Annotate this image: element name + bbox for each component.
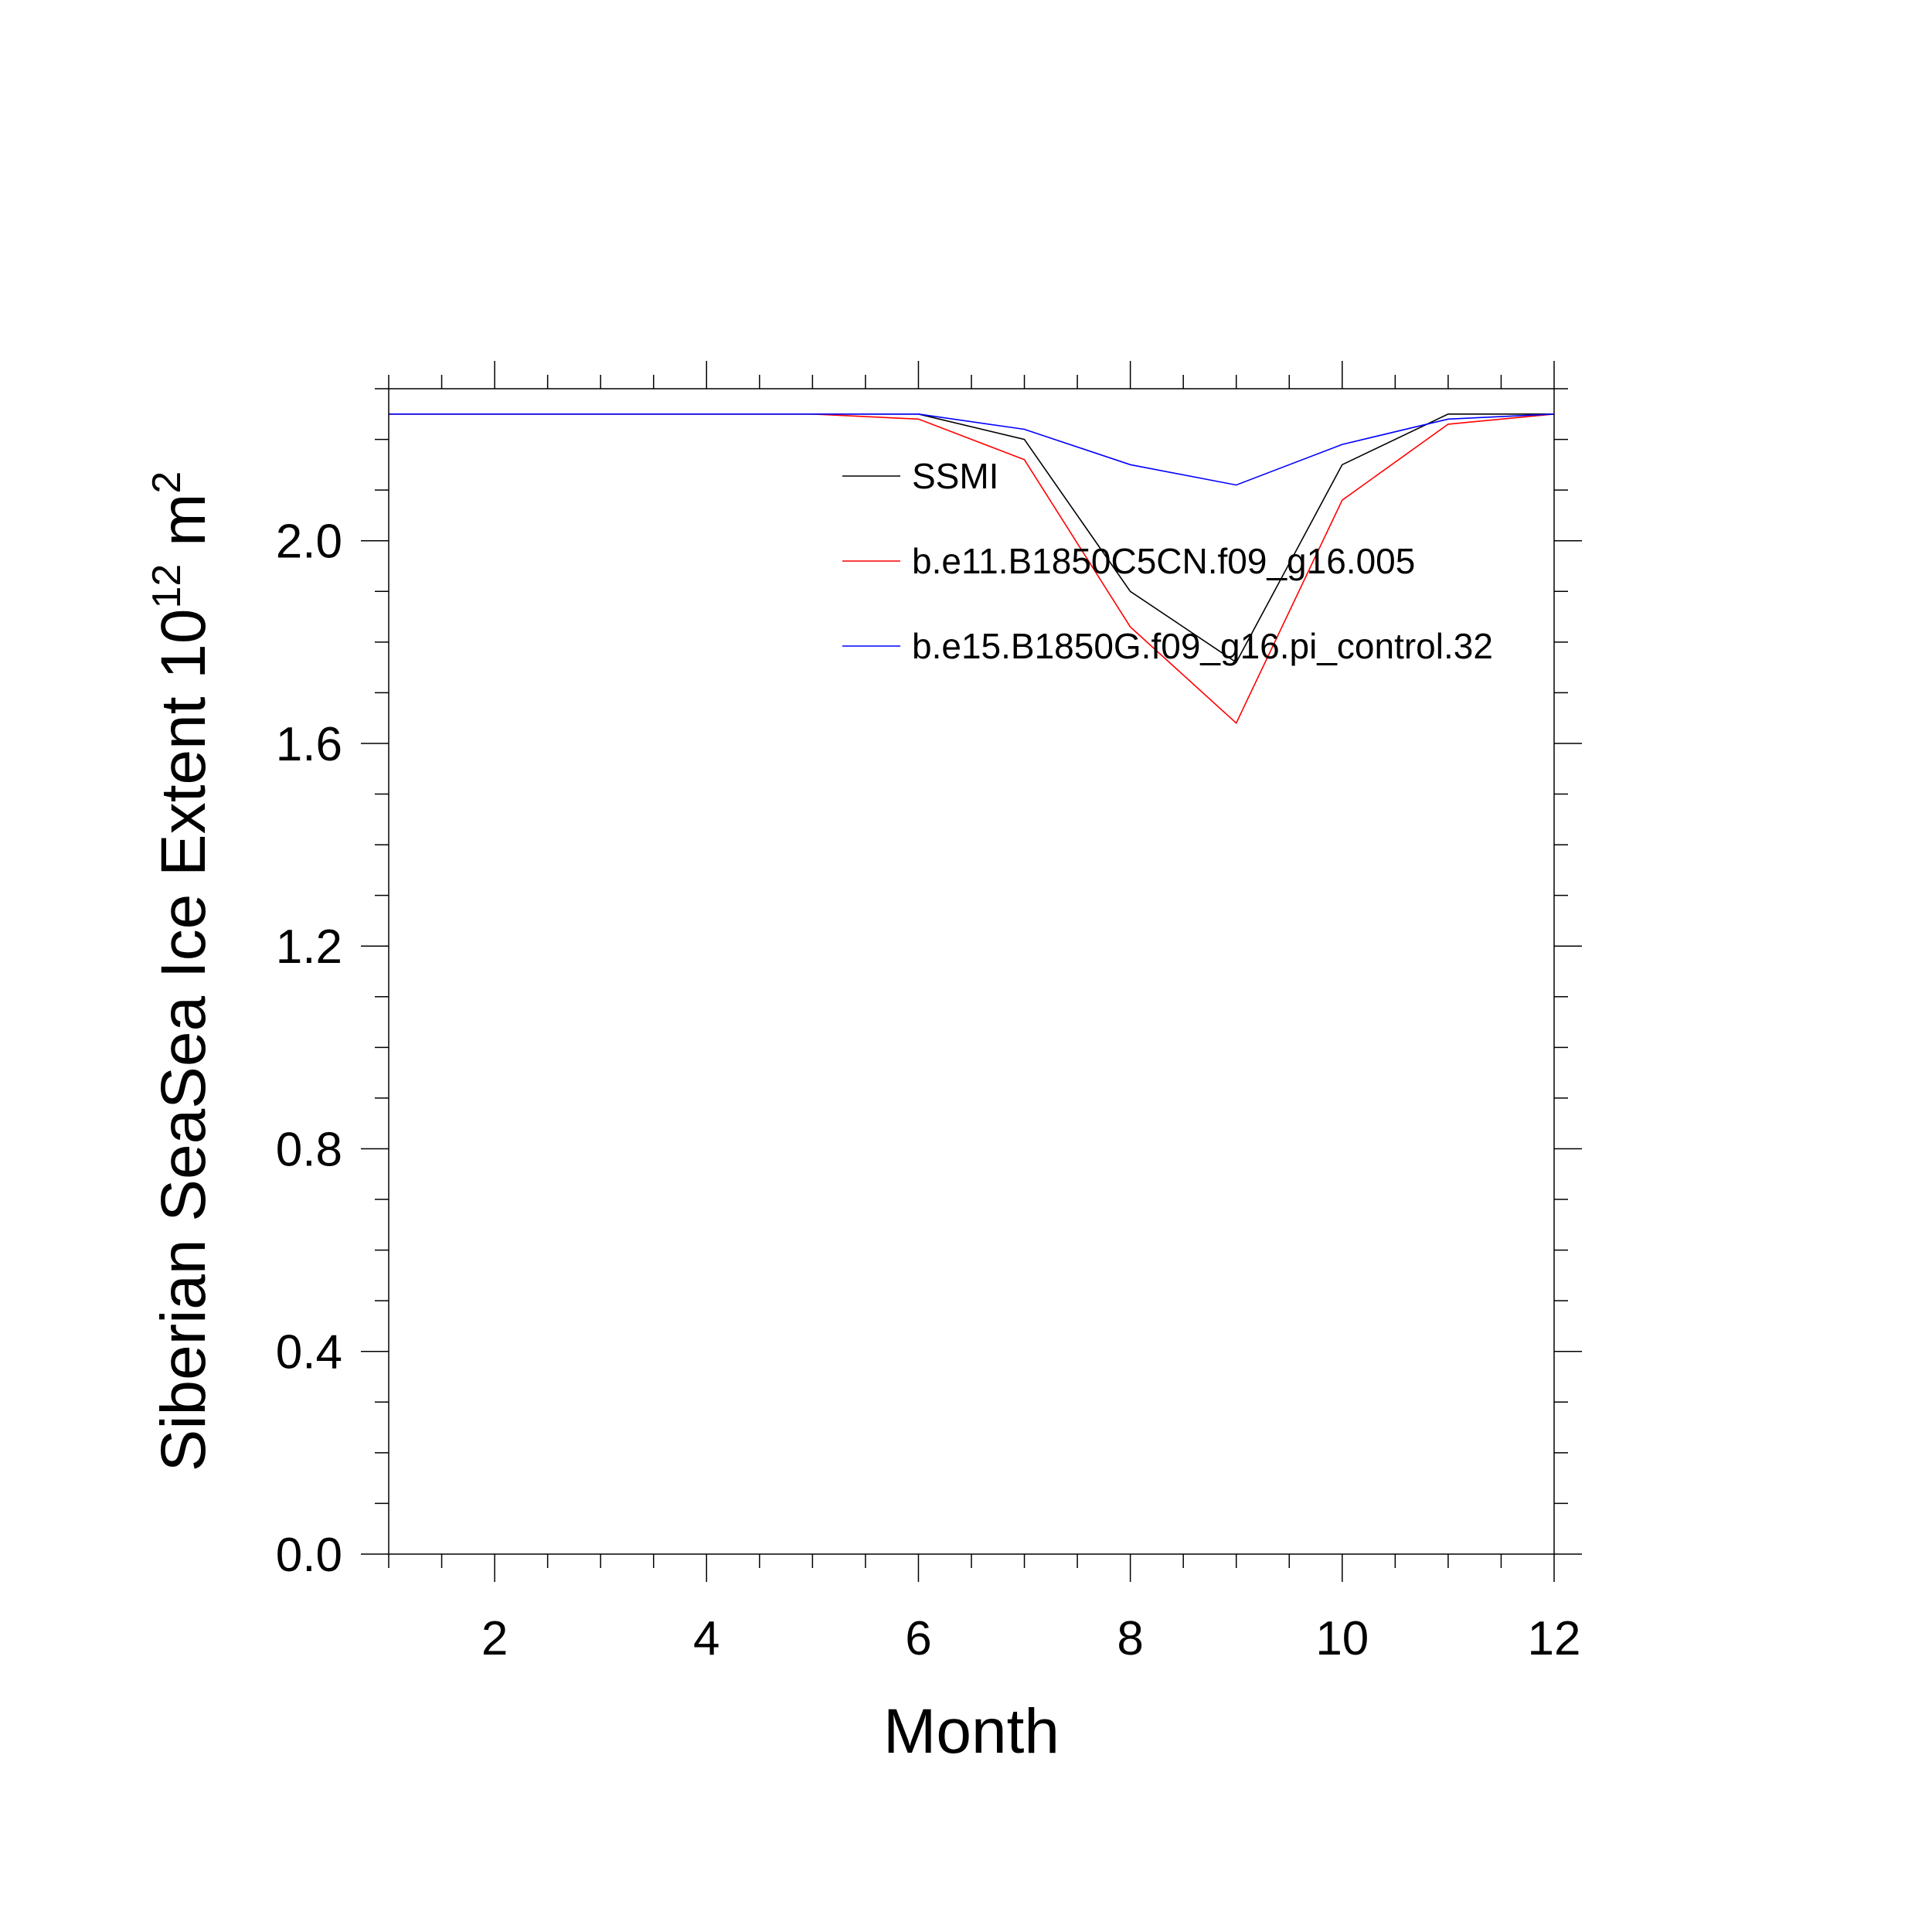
x-tick-label: 10 (1315, 1612, 1369, 1665)
legend-label: SSMI (912, 456, 998, 496)
x-tick-label: 2 (481, 1612, 508, 1665)
y-tick-label: 2.0 (276, 515, 342, 569)
y-tick-label: 1.2 (276, 920, 342, 974)
y-axis-title-prefix: Siberian SeaSea Ice Extent 10 (148, 609, 219, 1472)
y-axis-title-unit: m (148, 494, 219, 564)
x-tick-label: 8 (1117, 1612, 1143, 1665)
y-tick-label: 0.0 (276, 1529, 342, 1582)
tick-labels: 2 4 6 8 10 12 0.0 0.4 0.8 1.2 1.6 2.0 (276, 515, 1581, 1665)
y-tick-label: 0.8 (276, 1123, 342, 1176)
y-tick-label: 0.4 (276, 1326, 342, 1379)
series-line-3 (389, 413, 1555, 486)
x-axis-title: Month (883, 1696, 1060, 1767)
legend-label: b.e15.B1850G.f09_g16.pi_control.32 (912, 626, 1493, 666)
y-tick-label: 1.6 (276, 718, 342, 771)
legend: SSMI b.e11.B1850C5CN.f09_g16.005 b.e15.B18… (842, 456, 1493, 666)
x-tick-label: 6 (905, 1612, 931, 1665)
y-axis-title: Siberian SeaSea Ice Extent 1012 m2 (145, 471, 219, 1472)
plot-frame (388, 388, 1555, 1555)
x-tick-label: 4 (693, 1612, 719, 1665)
legend-label: b.e11.B1850C5CN.f09_g16.005 (912, 541, 1415, 581)
series-lines (389, 413, 1555, 725)
y-axis-title-exponent: 12 (145, 564, 189, 609)
y-axis-title-unit-exponent: 2 (145, 471, 189, 494)
axis-ticks (361, 361, 1582, 1582)
x-tick-label: 12 (1528, 1612, 1581, 1665)
